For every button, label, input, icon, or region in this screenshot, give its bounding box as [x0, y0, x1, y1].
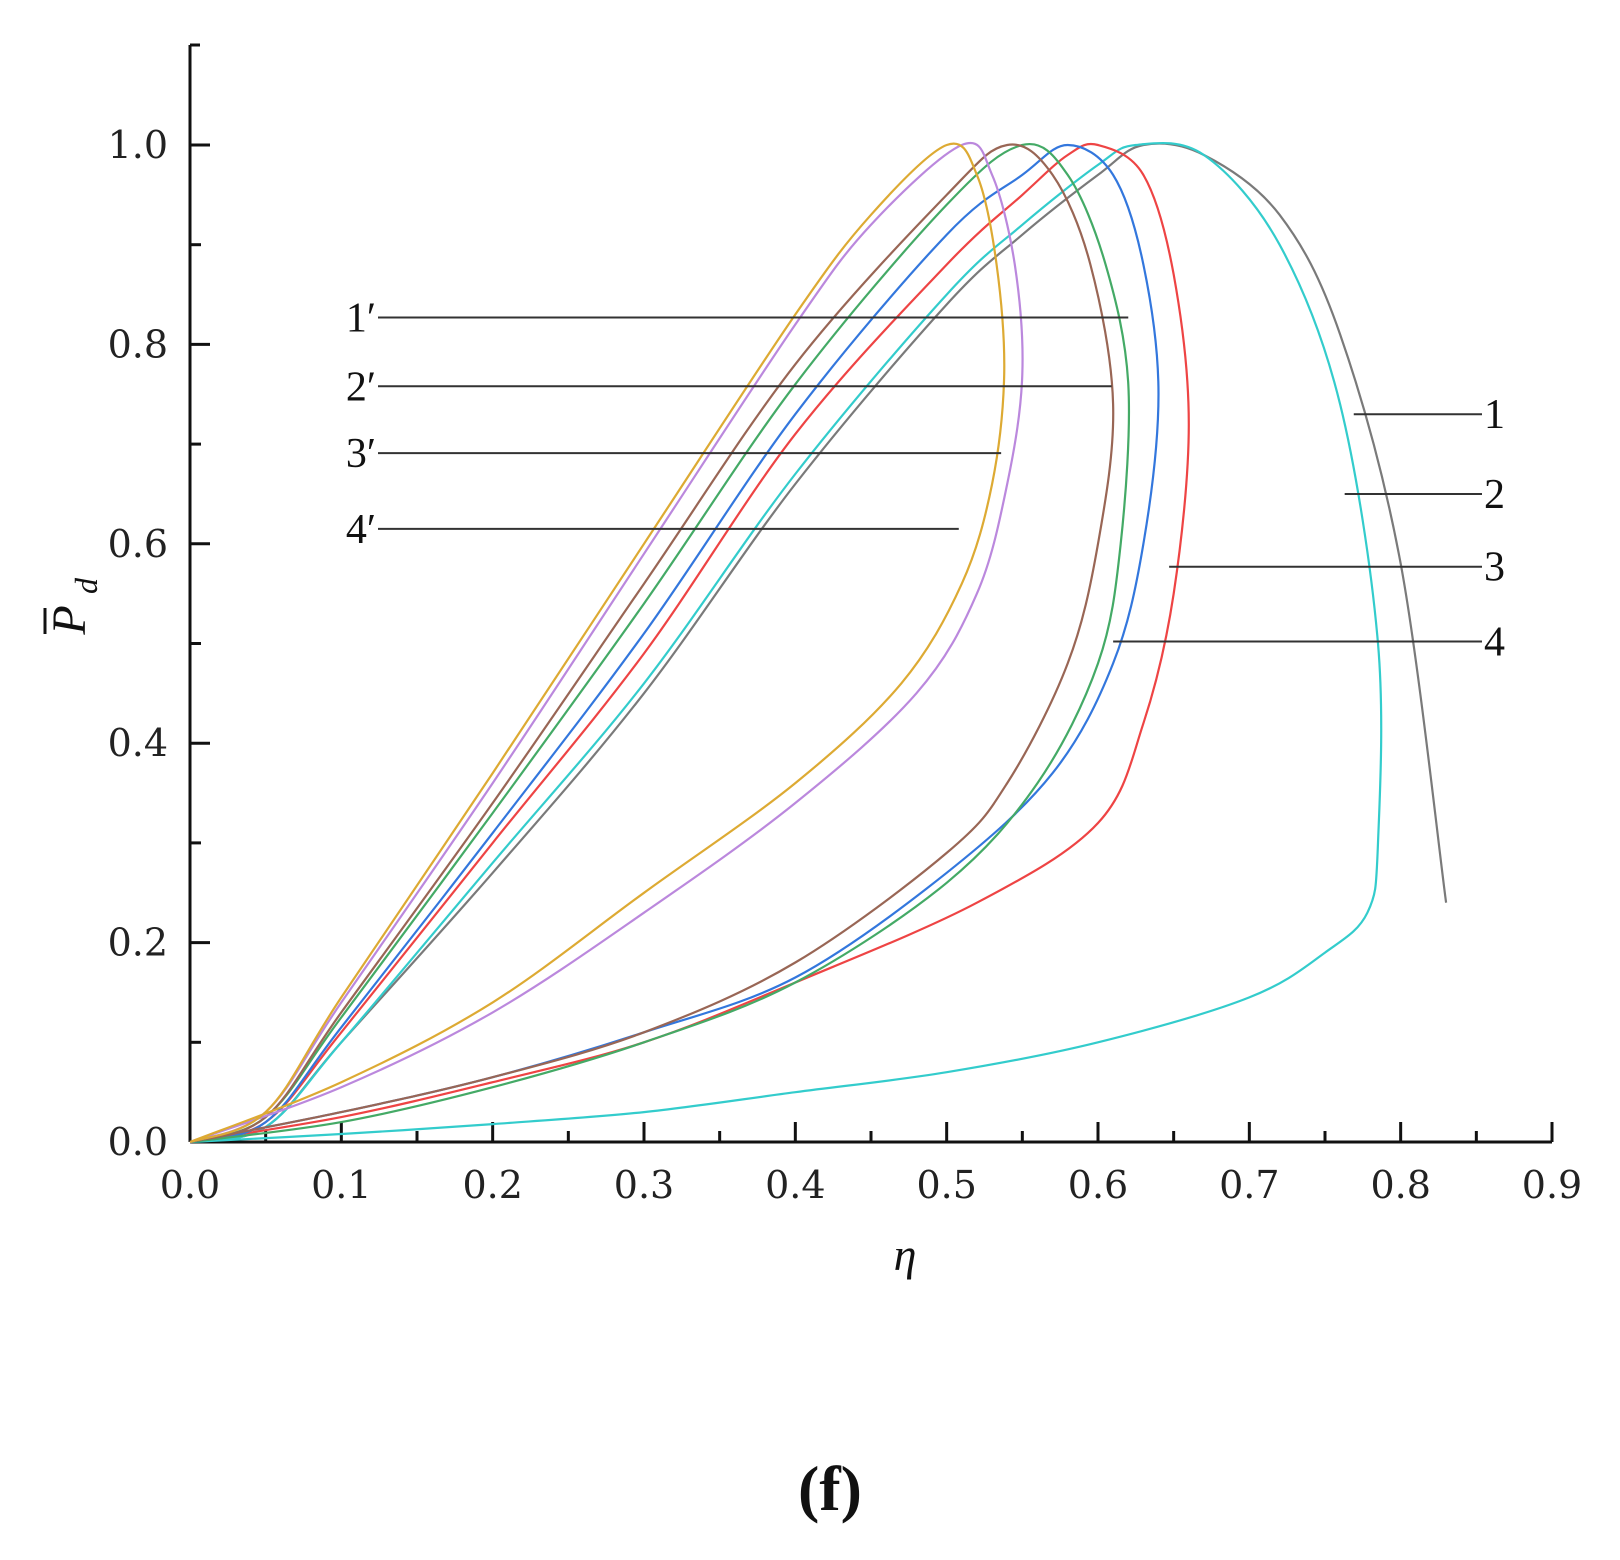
- series-layer: [189, 141, 1448, 1144]
- x-tick-label: 0.7: [1219, 1163, 1279, 1207]
- callout-label-right: 1: [1484, 392, 1505, 438]
- callout-layer: 1 2 3 4 1′ 2′ 3′ 4′: [346, 295, 1505, 665]
- callout-label-left: 1′: [346, 295, 376, 341]
- y-axis-title-main: P: [43, 605, 96, 635]
- figure-caption: (f): [798, 1453, 862, 1524]
- y-tick-label: 0.4: [108, 721, 168, 765]
- x-tick-label: 0.1: [311, 1163, 371, 1207]
- series-line-4: [189, 143, 1160, 1144]
- x-tick-label: 0.8: [1370, 1163, 1430, 1207]
- y-tick-label: 0.8: [108, 322, 168, 366]
- x-tick-label: 0.2: [462, 1163, 522, 1207]
- series-line-7: [189, 141, 1024, 1144]
- axes: 0.0 0.1 0.2 0.3 0.4 0.5 0.6 0.7 0.8 0.9 0.0 0.2 0.4 0…: [108, 43, 1582, 1207]
- callout-label-right: 4: [1484, 620, 1505, 666]
- callout-label-right: 3: [1484, 545, 1505, 591]
- y-tick-label: 0.2: [108, 921, 168, 965]
- callout-label-right: 2: [1484, 472, 1505, 518]
- y-tick-label: 1.0: [108, 123, 168, 167]
- x-tick-label: 0.3: [614, 1163, 674, 1207]
- callout-label-left: 4′: [346, 507, 376, 553]
- callout-label-left: 3′: [346, 431, 376, 477]
- x-tick-label: 0.9: [1522, 1163, 1582, 1207]
- series-line-6: [189, 143, 1115, 1144]
- y-tick-label: 0.0: [108, 1120, 168, 1164]
- x-tick-label: 0.0: [160, 1163, 220, 1207]
- series-line-1: [189, 142, 1448, 1144]
- series-line-2: [189, 141, 1383, 1144]
- x-axis-title: η: [894, 1229, 917, 1280]
- y-axis-title-sub: d: [68, 577, 104, 594]
- x-tick-label: 0.5: [916, 1163, 976, 1207]
- callout-label-left: 2′: [346, 364, 376, 410]
- y-tick-label: 0.6: [108, 522, 168, 566]
- series-line-3: [189, 142, 1190, 1144]
- y-axis-title: P d: [43, 577, 104, 636]
- series-line-8: [189, 142, 1006, 1144]
- x-tick-label: 0.6: [1068, 1163, 1128, 1207]
- series-line-5: [189, 142, 1131, 1144]
- x-tick-label: 0.4: [765, 1163, 825, 1207]
